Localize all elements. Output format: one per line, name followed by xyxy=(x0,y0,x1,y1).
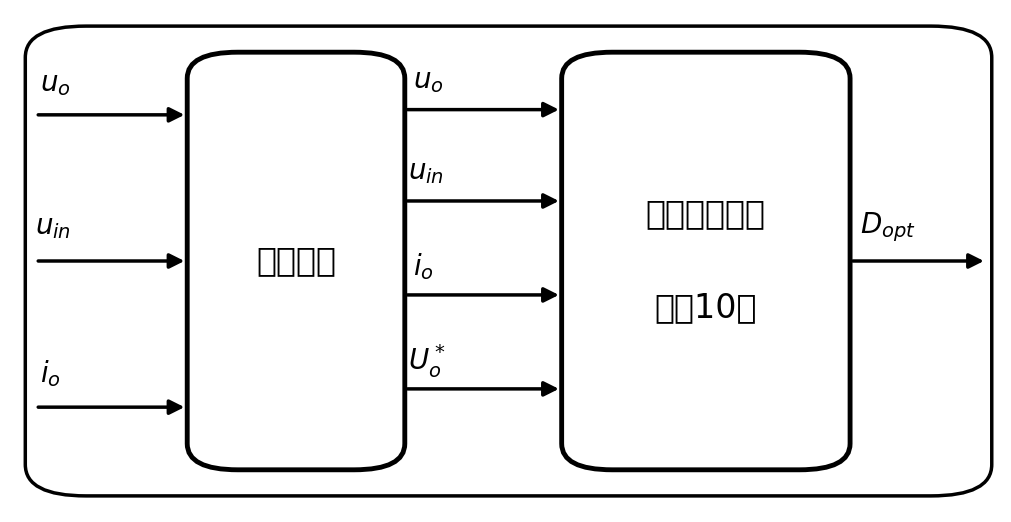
FancyBboxPatch shape xyxy=(25,26,991,496)
Text: $U_o^*$: $U_o^*$ xyxy=(407,342,445,380)
Text: $u_{in}$: $u_{in}$ xyxy=(407,158,444,186)
Text: $i_o$: $i_o$ xyxy=(40,358,61,389)
Text: $u_o$: $u_o$ xyxy=(412,67,443,95)
Text: $u_o$: $u_o$ xyxy=(40,69,71,98)
Text: $i_o$: $i_o$ xyxy=(412,251,433,282)
FancyBboxPatch shape xyxy=(561,52,849,470)
Text: 式（10）: 式（10） xyxy=(654,291,756,325)
Text: 相移优化计算: 相移优化计算 xyxy=(645,197,765,231)
Text: 数据采样: 数据采样 xyxy=(256,244,336,278)
Text: $u_{in}$: $u_{in}$ xyxy=(35,213,72,241)
Text: $D_{opt}$: $D_{opt}$ xyxy=(859,210,915,244)
FancyBboxPatch shape xyxy=(187,52,404,470)
